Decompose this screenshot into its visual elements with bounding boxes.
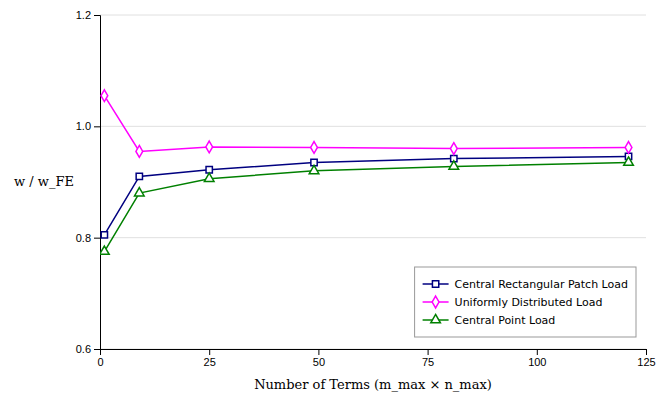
tick-mark (537, 349, 538, 355)
tick-label: 75 (422, 356, 434, 368)
legend-marker (432, 296, 439, 308)
grid-line (100, 15, 646, 16)
tick-label: 50 (313, 356, 325, 368)
tick-label: 100 (528, 356, 546, 368)
line (104, 163, 628, 252)
tick-label: 25 (204, 356, 216, 368)
tick-label: 0.8 (76, 232, 91, 244)
tick: 1.0 (76, 120, 100, 132)
point (450, 143, 457, 155)
tick-label: 1.2 (76, 9, 91, 21)
tick: 1.2 (76, 9, 100, 21)
point (100, 246, 109, 254)
tick-label: 0 (97, 356, 103, 368)
grid (100, 15, 646, 349)
grid-line (100, 126, 646, 127)
point (206, 141, 213, 153)
point (135, 188, 145, 196)
legend-label: Central Rectangular Patch Load (455, 278, 628, 291)
tick: 0.8 (76, 232, 100, 244)
tick: 0.6 (76, 343, 100, 355)
tick: 50 (313, 349, 325, 368)
legend-item: Central Rectangular Patch Load (423, 278, 628, 291)
tick: 75 (422, 349, 434, 368)
y-axis: 0.6 0.8 1.0 1.2 (76, 9, 101, 355)
axis-line (94, 16, 101, 350)
plot: 0 25 50 75 100 125 0.6 0.8 1.0 1.2 Central Rectang… (76, 9, 656, 368)
point (449, 161, 459, 169)
x-axis-title: Number of Terms (m_max × n_max) (254, 377, 492, 392)
y-axis-title: w / w_FE (14, 174, 74, 189)
axis-line (101, 350, 647, 356)
x-axis: 0 25 50 75 100 125 (97, 349, 655, 368)
point (624, 157, 634, 165)
legend: Central Rectangular Patch Load Uniformly … (415, 267, 636, 337)
legend-marker (431, 314, 441, 322)
point (311, 142, 318, 154)
line (104, 96, 628, 152)
tick: 0 (97, 349, 103, 368)
point (136, 173, 142, 179)
tick-mark (646, 349, 647, 355)
series (101, 90, 632, 157)
legend-item: Central Point Load (423, 314, 556, 327)
line (104, 156, 628, 234)
point (101, 232, 107, 238)
point (101, 90, 108, 102)
point (136, 145, 143, 157)
tick-mark (94, 238, 100, 239)
tick-label: 0.6 (76, 343, 91, 355)
point (625, 142, 632, 154)
tick-label: 1.0 (76, 120, 91, 132)
tick: 125 (637, 349, 655, 368)
marks (100, 90, 633, 255)
tick-mark (428, 349, 429, 355)
tick-mark (94, 15, 100, 16)
legend-label: Central Point Load (455, 314, 556, 327)
tick: 100 (528, 349, 546, 368)
point (204, 173, 214, 181)
legend-box (415, 267, 636, 337)
chart: 0 25 50 75 100 125 0.6 0.8 1.0 1.2 Central Rectang… (0, 0, 666, 401)
legend-marker (432, 281, 438, 287)
tick-mark (94, 126, 100, 127)
tick-mark (94, 349, 100, 350)
series (101, 153, 631, 238)
legend-item: Uniformly Distributed Load (423, 296, 603, 309)
legend-label: Uniformly Distributed Load (455, 296, 603, 309)
tick-mark (318, 349, 319, 355)
series (100, 157, 633, 254)
tick: 25 (204, 349, 216, 368)
grid-line (100, 237, 646, 238)
tick-label: 125 (637, 356, 655, 368)
point (309, 165, 319, 173)
tick-mark (209, 349, 210, 355)
